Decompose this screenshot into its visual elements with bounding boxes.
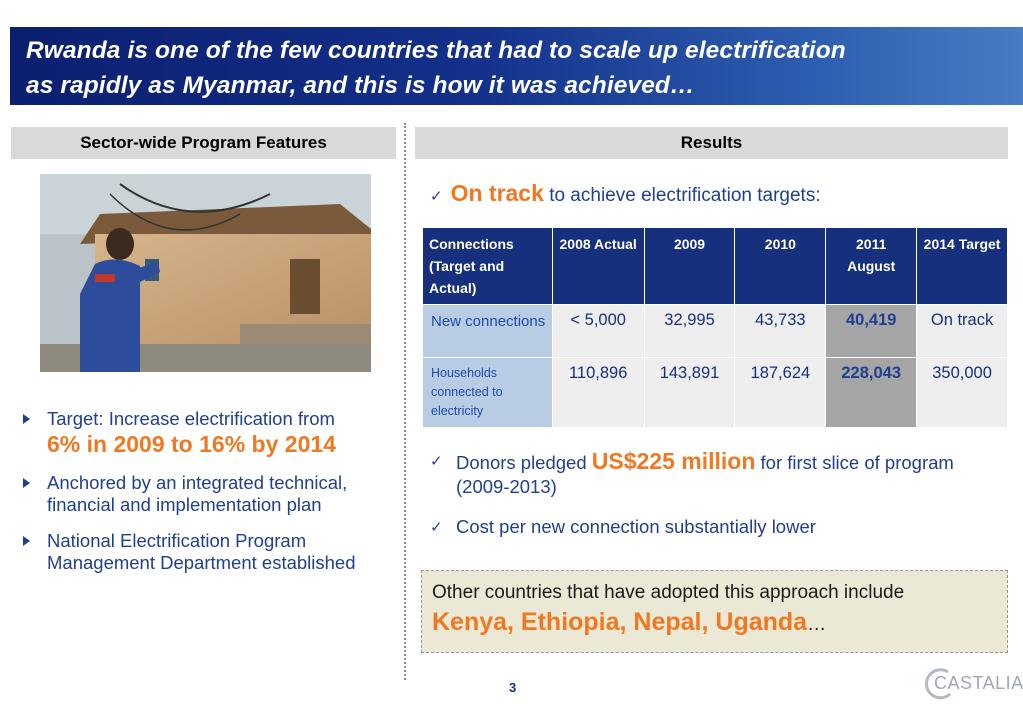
bullet-target-text: Target: Increase electrification from [47,408,335,429]
table-header-row: Connections (Target and Actual) 2008 Act… [422,227,1008,305]
table-header-cell: 2008 Actual [551,227,645,305]
worker-photo [40,174,371,372]
table-row-label: Households connected to electricity [422,357,553,428]
bullet-anchored: Anchored by an integrated technical, fin… [20,472,400,516]
title-bar: Rwanda is one of the few countries that … [10,27,1023,105]
callout-ellipsis: … [807,614,827,635]
bullet-anchored-text: Anchored by an integrated technical, fin… [47,472,348,515]
worker-photo-illustration [40,174,371,372]
table-cell: 187,624 [734,357,827,428]
table-cell: 143,891 [643,357,736,428]
table-cell: On track [916,304,1008,358]
page-number: 3 [509,680,517,695]
castalia-logo: CASTALIA [918,668,1023,700]
table-cell: 110,896 [551,357,645,428]
slide-title-line-1: Rwanda is one of the few countries that … [26,37,846,64]
checkmark-icon: ✓ [430,453,443,470]
table-header-cell: 2011 August [825,227,918,305]
triangle-bullet-icon [23,478,30,488]
logo-text: CASTALIA [934,673,1023,693]
table-header-cell: 2009 [643,227,736,305]
triangle-bullet-icon [23,536,30,546]
checkmark-icon: ✓ [430,188,443,205]
donors-after: for first slice of program (2009-2013) [456,452,954,497]
table-cell: 32,995 [643,304,736,358]
donors-highlight: US$225 million [591,448,756,474]
results-check-list: ✓ Donors pledged US$225 million for firs… [430,449,1010,555]
bullet-target: Target: Increase electrification from 6%… [20,408,400,458]
table-header-cell: Connections (Target and Actual) [422,227,553,305]
on-track-text: to achieve electrification targets: [549,185,821,206]
table-row: New connections < 5,000 32,995 43,733 40… [422,304,1008,358]
slide-title-line-2: as rapidly as Myanmar, and this is how i… [26,72,695,99]
left-section-header: Sector-wide Program Features [11,127,396,159]
table-cell: < 5,000 [551,304,645,358]
callout-countries: Kenya, Ethiopia, Nepal, Uganda [432,608,808,636]
bullet-target-highlight: 6% in 2009 to 16% by 2014 [47,431,336,457]
right-section-header: Results [415,127,1008,159]
donors-before: Donors pledged [456,452,587,473]
table-cell: 43,733 [734,304,827,358]
table-cell-highlighted: 228,043 [825,357,918,428]
table-header-cell: 2014 Target [916,227,1008,305]
triangle-bullet-icon [23,414,30,424]
logo-swoosh-icon [924,668,952,700]
table-header-cell: 2010 [734,227,827,305]
table-cell: 350,000 [916,357,1008,428]
table-cell-highlighted: 40,419 [825,304,918,358]
check-item-donors: ✓ Donors pledged US$225 million for firs… [430,449,1010,499]
bullet-department-text: National Electrification Program Managem… [47,530,356,573]
cost-text: Cost per new connection substantially lo… [456,516,816,537]
left-bullet-list: Target: Increase electrification from 6%… [20,408,400,588]
callout-text: Other countries that have adopted this a… [432,582,905,603]
on-track-line: ✓ On track to achieve electrification tar… [430,180,1010,207]
checkmark-icon: ✓ [430,519,443,536]
results-table: Connections (Target and Actual) 2008 Act… [422,227,1008,428]
check-item-cost: ✓ Cost per new connection substantially … [430,515,1010,539]
column-divider [404,123,406,680]
bullet-department: National Electrification Program Managem… [20,530,400,574]
table-row-label: New connections [422,304,553,358]
on-track-highlight: On track [450,180,544,206]
table-row: Households connected to electricity 110,… [422,357,1008,428]
other-countries-callout: Other countries that have adopted this a… [421,570,1008,653]
